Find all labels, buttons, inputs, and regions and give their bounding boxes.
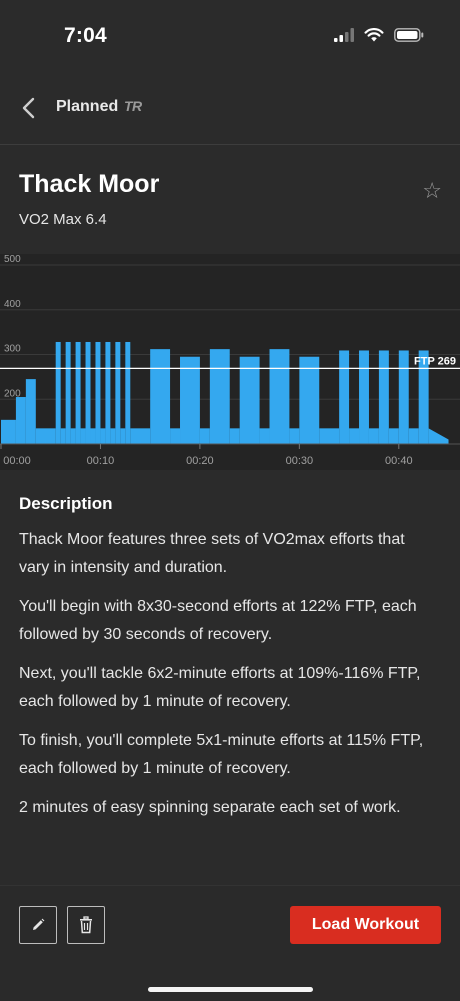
power-interval-bar (60, 428, 66, 444)
description-paragraph: 2 minutes of easy spinning separate each… (19, 799, 401, 816)
power-interval-bar (130, 428, 151, 444)
power-interval-bar (388, 428, 399, 444)
power-interval-bar (170, 428, 181, 444)
description-heading: Description (19, 494, 113, 513)
power-interval-bar (428, 428, 449, 444)
power-interval-bar (319, 428, 340, 444)
ftp-label: FTP 269 (414, 355, 456, 367)
power-interval-bar (35, 428, 56, 444)
power-interval-bar (95, 341, 101, 444)
trash-icon (80, 916, 92, 934)
power-interval-bar (199, 428, 210, 444)
power-interval-bar (269, 349, 290, 444)
power-interval-bar (1, 419, 16, 444)
power-interval-bar (339, 350, 350, 444)
power-interval-bar (150, 349, 171, 444)
power-interval-bar (90, 428, 96, 444)
pencil-icon (33, 918, 45, 930)
power-interval-bar (368, 428, 379, 444)
power-interval-bar (55, 341, 61, 444)
power-interval-bar (180, 356, 200, 444)
x-tick-label: 00:10 (87, 455, 115, 467)
power-interval-bar (100, 428, 106, 444)
nav-bar: Planned TR (0, 80, 460, 145)
action-bar: Load Workout (0, 885, 460, 1001)
power-interval-bar (125, 341, 131, 444)
description-paragraph: You'll begin with 8x30-second efforts at… (19, 598, 417, 643)
y-tick-label: 200 (4, 388, 21, 399)
workout-title: Thack Moor (19, 170, 160, 198)
power-interval-bar (65, 341, 71, 444)
power-interval-bar (209, 349, 230, 444)
power-interval-bar (25, 379, 36, 444)
power-interval-bar (229, 428, 240, 444)
power-interval-bar (115, 341, 121, 444)
x-tick-label: 00:20 (186, 455, 214, 467)
power-interval-bar (110, 428, 116, 444)
power-interval-bar (418, 350, 429, 444)
workout-chart-svg: 500 400 300 200 FTP 269 00:00 00:10 00:20 00:30 0… (0, 254, 460, 467)
power-interval-bar (85, 341, 91, 444)
x-tick-label: 00:30 (286, 455, 314, 467)
power-interval-bar (15, 397, 26, 444)
delete-button[interactable] (67, 906, 105, 944)
power-interval-bar (70, 428, 76, 444)
power-interval-bar (80, 428, 86, 444)
description-paragraph: To finish, you'll complete 5x1-minute ef… (19, 732, 424, 777)
power-interval-bar (105, 341, 111, 444)
edit-button[interactable] (19, 906, 57, 944)
cellular-signal-icon (334, 28, 354, 42)
power-interval-bar (239, 356, 260, 444)
power-interval-bar (378, 350, 389, 444)
workout-chart: 500 400 300 200 FTP 269 00:00 00:10 00:20 00:30 0… (0, 254, 460, 470)
status-bar: 7:04 (0, 0, 460, 76)
status-icons (334, 28, 424, 42)
nav-title: Planned (56, 98, 119, 115)
power-interval-bar (289, 428, 300, 444)
power-interval-bar (120, 428, 126, 444)
favorite-star-icon[interactable]: ☆ (422, 178, 442, 203)
description-paragraph: Next, you'll tackle 6x2-minute efforts a… (19, 665, 421, 710)
x-tick-label: 00:00 (3, 455, 31, 467)
power-interval-bar (408, 428, 419, 444)
power-interval-bar (359, 350, 369, 444)
workout-subtitle: VO2 Max 6.4 (19, 211, 107, 228)
home-indicator (148, 987, 313, 992)
load-workout-button[interactable]: Load Workout (290, 906, 441, 944)
power-interval-bar (259, 428, 270, 444)
power-interval-bar (349, 428, 360, 444)
status-time: 7:04 (64, 24, 107, 47)
trainerroad-logo: TR (124, 98, 142, 114)
y-tick-label: 400 (4, 299, 21, 310)
description-section: Description Thack Moor features three se… (19, 494, 439, 834)
power-interval-bar (398, 350, 409, 444)
power-interval-bar (299, 356, 320, 444)
y-tick-label: 500 (4, 254, 21, 265)
x-tick-label: 00:40 (385, 455, 413, 467)
power-interval-bar (75, 341, 81, 444)
wifi-icon (364, 28, 384, 42)
back-chevron-icon[interactable] (18, 94, 42, 122)
battery-icon (394, 28, 424, 42)
description-paragraph: Thack Moor features three sets of VO2max… (19, 531, 405, 576)
y-tick-label: 300 (4, 344, 21, 355)
